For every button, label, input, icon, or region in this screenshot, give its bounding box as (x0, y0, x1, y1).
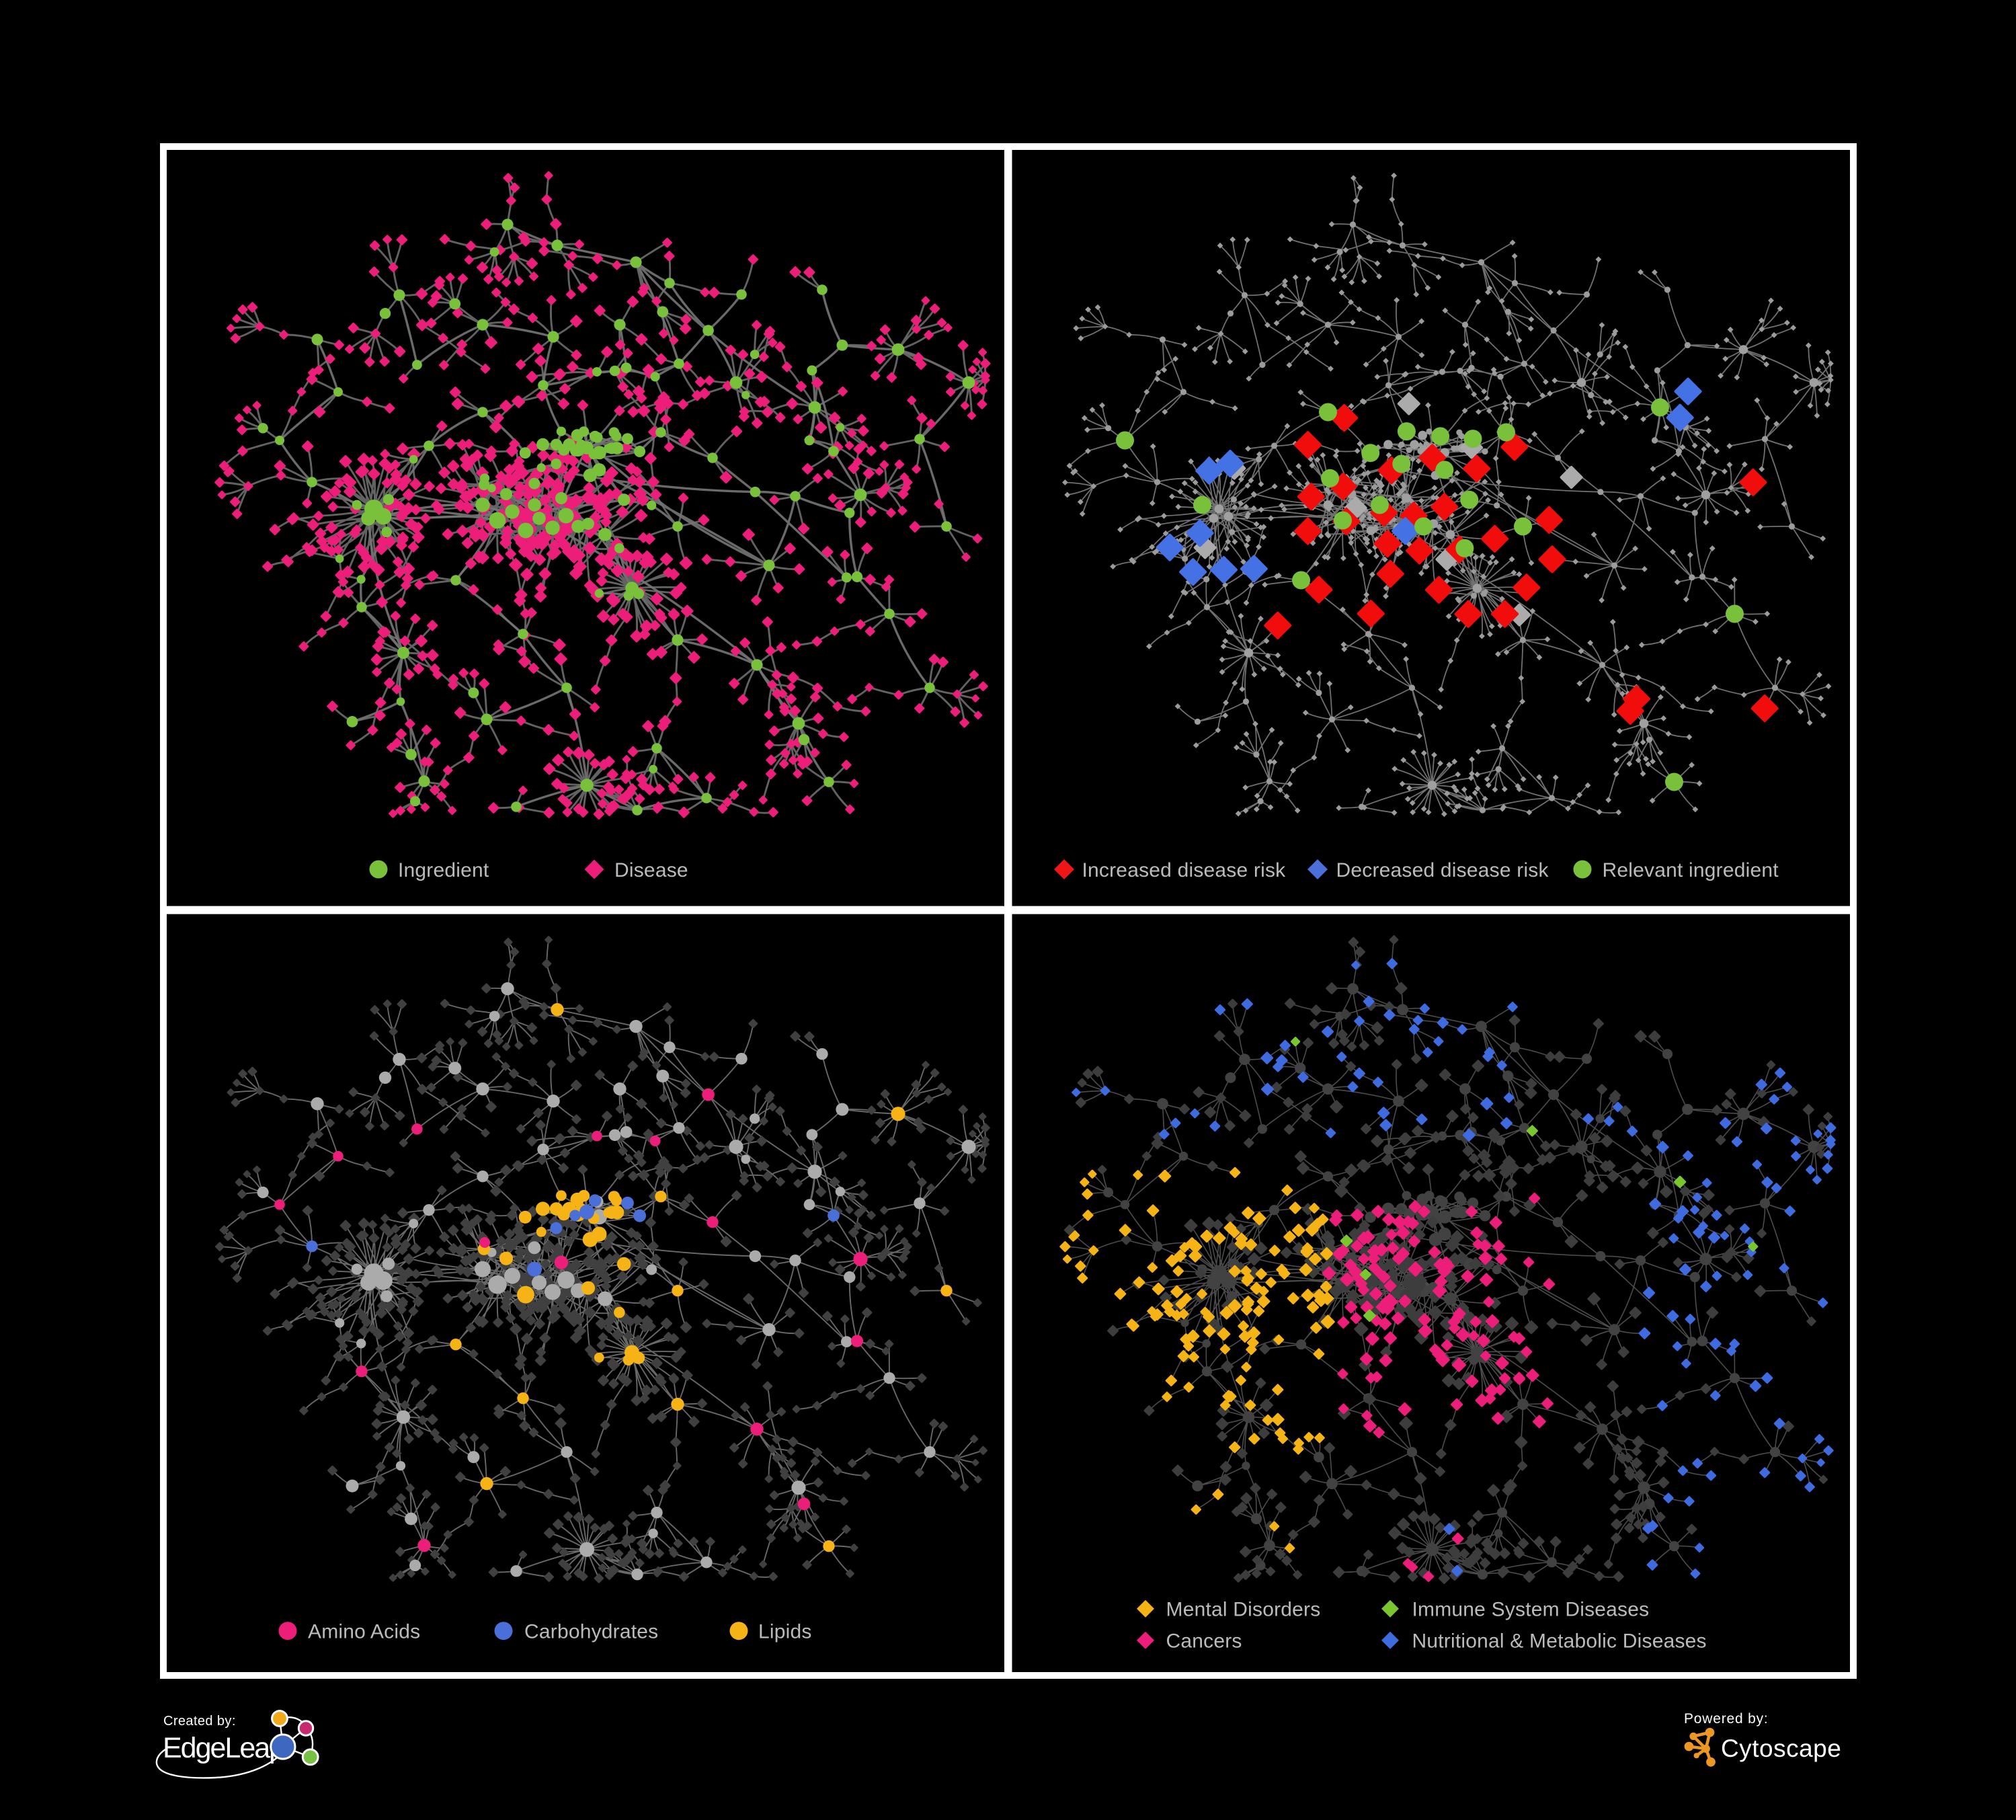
svg-text:Created by:: Created by: (163, 1714, 236, 1729)
svg-text:Cancers: Cancers (1166, 1630, 1242, 1653)
svg-text:Amino Acids: Amino Acids (308, 1621, 420, 1643)
svg-text:Lipids: Lipids (758, 1621, 812, 1643)
svg-text:Ingredient: Ingredient (398, 859, 489, 881)
svg-text:Disease: Disease (614, 859, 688, 881)
svg-text:Mental Disorders: Mental Disorders (1166, 1599, 1321, 1621)
svg-text:Decreased disease risk: Decreased disease risk (1336, 859, 1549, 881)
svg-text:Increased disease risk: Increased disease risk (1082, 859, 1287, 881)
svg-text:Powered by:: Powered by: (1684, 1711, 1769, 1727)
svg-text:EdgeLeap: EdgeLeap (163, 1732, 284, 1764)
svg-text:Immune System Diseases: Immune System Diseases (1412, 1599, 1650, 1621)
svg-text:Cytoscape: Cytoscape (1721, 1735, 1841, 1762)
svg-text:Relevant ingredient: Relevant ingredient (1603, 859, 1779, 881)
svg-text:Carbohydrates: Carbohydrates (524, 1621, 658, 1643)
svg-text:Nutritional & Metabolic Diseas: Nutritional & Metabolic Diseases (1412, 1630, 1707, 1653)
